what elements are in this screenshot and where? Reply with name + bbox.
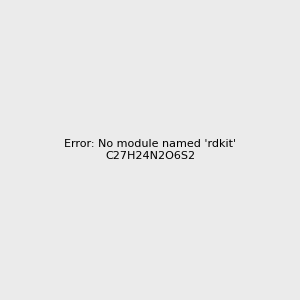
Text: Error: No module named 'rdkit'
C27H24N2O6S2: Error: No module named 'rdkit' C27H24N2O… [64, 139, 236, 161]
